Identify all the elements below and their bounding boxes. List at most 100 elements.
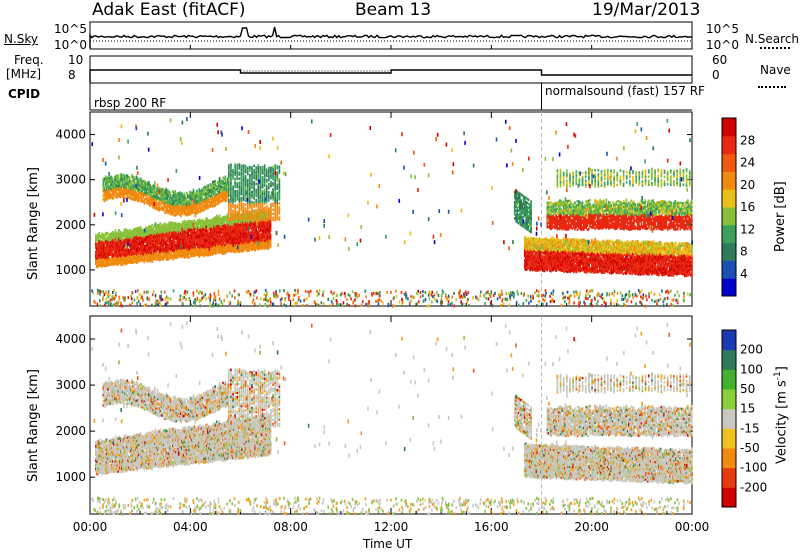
echo-cell [468, 304, 470, 307]
echo-cell [218, 497, 220, 500]
echo-cell [201, 500, 203, 503]
echo-cell [137, 289, 139, 292]
echo-cell [596, 303, 598, 306]
echo-cell [478, 506, 480, 509]
echo-cell [289, 502, 291, 505]
velocity-colorbar-swatch [722, 487, 736, 507]
echo-cell [484, 510, 486, 513]
echo-cell [509, 504, 511, 507]
echo-cell [135, 498, 137, 501]
echo-cell [346, 298, 348, 301]
echo-cell [450, 511, 452, 514]
echo-cell [523, 510, 525, 513]
echo-cell [468, 291, 470, 294]
echo-cell [410, 503, 412, 506]
echo-cell [134, 506, 136, 509]
echo-cell [431, 291, 433, 294]
echo-cell [589, 503, 591, 506]
echo-cell [238, 304, 240, 307]
echo-cell [270, 509, 272, 512]
echo-cell [208, 504, 210, 507]
echo-cell [491, 290, 493, 293]
echo-cell [234, 497, 236, 500]
power-colorbar-swatch [722, 154, 736, 172]
echo-cell [209, 304, 211, 307]
echo-cell [536, 294, 538, 297]
echo-cell [546, 510, 548, 513]
echo-cell [569, 505, 571, 508]
echo-cell [462, 296, 464, 299]
echo-cell [632, 504, 634, 507]
echo-cell [279, 289, 281, 292]
echo-cell [509, 296, 511, 299]
echo-cell [118, 508, 120, 511]
echo-cell [201, 292, 203, 295]
echo-cell [431, 508, 433, 511]
echo-cell [677, 301, 679, 304]
echo-cell [259, 303, 261, 306]
echo-cell [165, 223, 167, 225]
echo-cell [573, 291, 575, 294]
echo-cell [543, 501, 545, 504]
echo-cell [488, 297, 490, 300]
echo-cell [131, 297, 133, 300]
echo-cell [343, 509, 345, 512]
echo-cell [279, 497, 281, 500]
echo-cell [613, 502, 615, 505]
echo-cell [137, 297, 139, 300]
power-colorbar-tick: 8 [740, 245, 748, 259]
echo-cell [259, 511, 261, 514]
echo-cell [382, 302, 384, 305]
echo-cell [650, 291, 652, 294]
echo-cell [564, 508, 566, 511]
echo-cell [399, 301, 401, 304]
echo-cell [336, 301, 338, 304]
power-colorbar-tick: 16 [740, 200, 755, 214]
echo-cell [319, 289, 321, 292]
echo-cell [316, 294, 318, 297]
velocity-colorbar-tick: 100 [740, 362, 763, 376]
echo-cell [180, 506, 182, 509]
echo-cell [563, 296, 565, 299]
echo-cell [420, 291, 422, 294]
echo-cell [459, 504, 461, 507]
echo-cell [272, 510, 274, 513]
echo-cell [100, 290, 102, 293]
echo-cell [401, 506, 403, 509]
echo-cell [234, 289, 236, 292]
echo-cell [341, 292, 343, 295]
echo-cell [107, 232, 109, 234]
echo-cell [263, 298, 265, 301]
echo-cell [605, 302, 607, 305]
echo-cell [410, 507, 412, 510]
echo-cell [366, 512, 368, 515]
echo-cell [212, 510, 214, 513]
echo-cell [159, 509, 161, 512]
echo-cell [199, 299, 201, 302]
echo-cell [683, 292, 685, 295]
echo-cell [165, 429, 167, 431]
echo-cell [132, 291, 134, 294]
x-tick-label: 16:00 [474, 520, 509, 534]
x-tick-label: 08:00 [273, 520, 308, 534]
echo-cell [220, 508, 222, 511]
echo-cell [407, 505, 409, 508]
echo-cell [220, 300, 222, 303]
echo-cell [621, 298, 623, 301]
echo-cell [508, 303, 510, 306]
echo-cell [639, 509, 641, 512]
echo-cell [91, 289, 93, 292]
echo-cell [145, 304, 147, 307]
echo-cell [501, 293, 503, 296]
echo-cell [667, 505, 669, 508]
echo-cell [632, 296, 634, 299]
echo-cell [621, 506, 623, 509]
echo-cell [355, 502, 357, 505]
echo-cell [99, 500, 101, 503]
echo-cell [586, 497, 588, 500]
echo-cell [563, 504, 565, 507]
echo-cell [526, 299, 528, 302]
echo-cell [108, 508, 110, 511]
echo-cell [314, 300, 316, 303]
echo-cell [635, 510, 637, 513]
